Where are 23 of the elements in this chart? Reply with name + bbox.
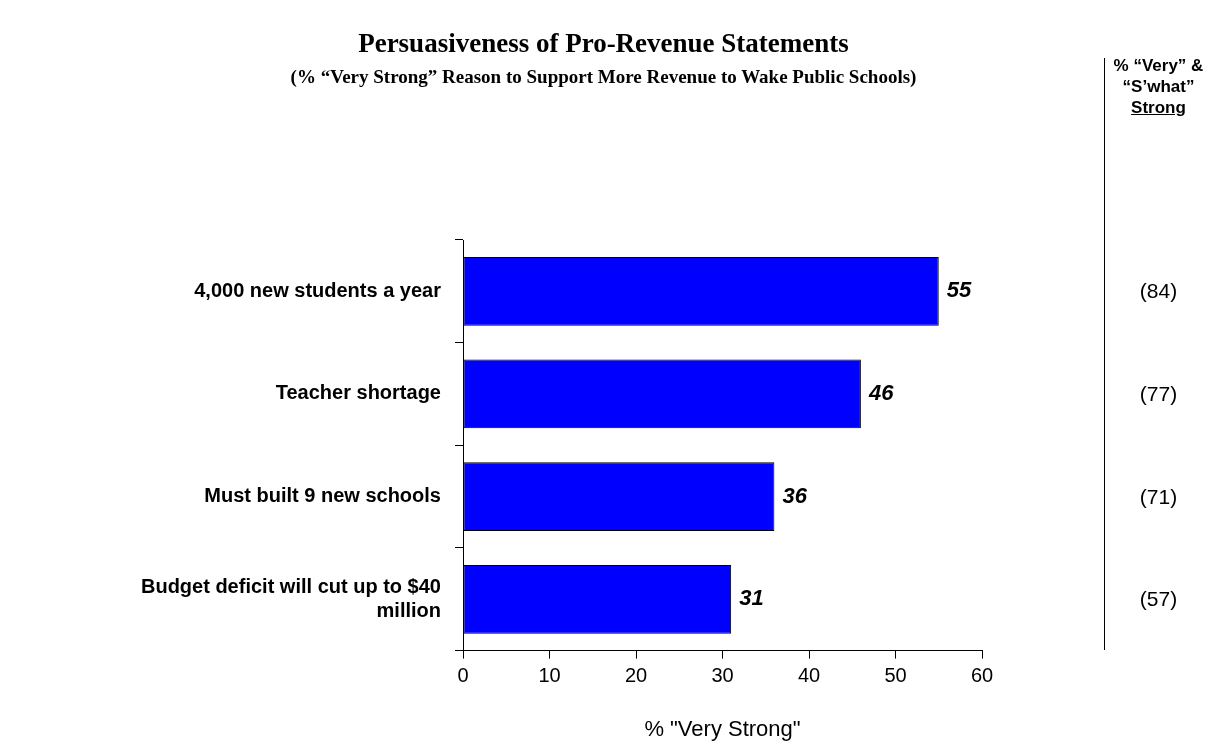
data-label: 55 <box>946 277 972 303</box>
x-axis-title: % "Very Strong" <box>644 715 801 741</box>
x-tick-label: 20 <box>624 664 648 687</box>
x-tick-label: 50 <box>884 664 907 687</box>
data-label: 46 <box>867 380 895 406</box>
x-tick-label: 10 <box>538 664 561 687</box>
y-tick-label: Budget deficit will cut up to $40 million <box>140 574 441 621</box>
text: (77) <box>1138 380 1179 407</box>
x-tick-label: 40 <box>797 664 821 687</box>
data-label: 36 <box>782 482 808 508</box>
text: % “Very” & “S’what” Strong <box>1112 55 1205 118</box>
x-tick-label: 0 <box>457 664 469 687</box>
text: (71) <box>1138 483 1179 510</box>
chart-subtitle: (% “Very Strong” Reason to Support More Revenue to Wake Public Schools) <box>290 66 917 87</box>
y-tick-label: Teacher shortage <box>275 381 441 404</box>
text: (84) <box>1138 278 1179 305</box>
chart-title: Persuasiveness of Pro-Revenue Statements <box>358 28 849 58</box>
text: (57) <box>1138 586 1179 613</box>
x-tick-label: 30 <box>711 664 734 687</box>
data-label: 31 <box>739 585 764 611</box>
y-tick-label: Must built 9 new schools <box>204 484 441 507</box>
x-tick-label: 60 <box>970 664 994 687</box>
y-tick-label: 4,000 new students a year <box>194 278 442 301</box>
